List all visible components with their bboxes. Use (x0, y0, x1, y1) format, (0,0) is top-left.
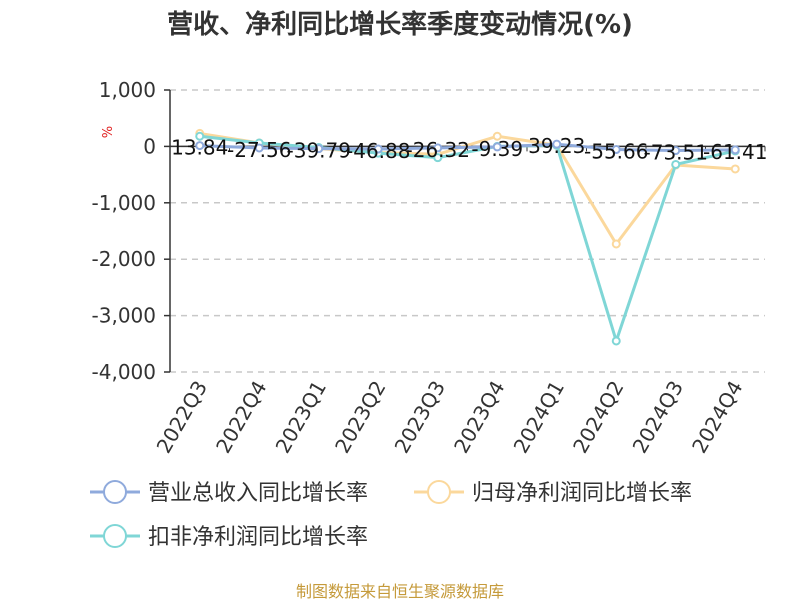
y-tick-label: -1,000 (92, 191, 156, 215)
legend-marker (103, 480, 127, 504)
series-3-point (671, 159, 681, 169)
data-label: -27.56 (227, 138, 291, 162)
data-label: 13.84 (171, 136, 228, 160)
x-tick-label: 2023Q4 (449, 377, 509, 458)
data-label: -9.39 (471, 137, 523, 161)
data-label: 39.23 (528, 134, 585, 158)
x-tick-label: 2023Q3 (390, 377, 450, 458)
legend-marker (427, 480, 451, 504)
data-labels: 13.84-27.56-39.79-46.88-26.32 -9.39 39.23-… (171, 134, 767, 164)
series-3-point (195, 131, 205, 141)
y-tick-labels: 1,000 0 -1,000 -2,000 -3,000 -4,000 (92, 78, 156, 384)
series-1-point (552, 139, 562, 149)
x-tick-label: 2023Q1 (271, 377, 331, 458)
series-1-point (433, 143, 443, 153)
series-1-point (671, 146, 681, 156)
series-3-point (433, 153, 443, 163)
series-1-point (254, 143, 264, 153)
series-1-point (195, 141, 205, 151)
series-1-point (492, 142, 502, 152)
series-2-point (730, 164, 740, 174)
x-tick-label: 2022Q3 (152, 377, 212, 458)
chart-title: 营收、净利同比增长率季度变动情况(%) (167, 10, 633, 40)
data-label: -55.66 (584, 140, 648, 164)
grid-lines (170, 89, 765, 373)
y-axis-label: % (98, 126, 113, 138)
series-line-1 (199, 142, 736, 153)
series-2-point (611, 239, 621, 249)
source-note: 制图数据来自恒生聚源数据库 (295, 582, 504, 601)
x-tick-label: 2023Q2 (330, 377, 390, 458)
x-tick-label: 2024Q2 (568, 377, 628, 458)
data-label: -39.79 (287, 139, 351, 163)
series-1-point (373, 144, 383, 154)
x-tick-label: 2024Q1 (509, 377, 569, 458)
legend-label: 扣非净利润同比增长率 (148, 525, 368, 550)
y-tick-label: -3,000 (92, 304, 156, 328)
y-tick-label: -4,000 (92, 360, 156, 384)
series-1-point (611, 145, 621, 155)
series-2-point (492, 131, 502, 141)
x-tick-label: 2024Q4 (687, 377, 747, 458)
x-tick-label: 2024Q3 (628, 377, 688, 458)
series-1-point (314, 144, 324, 154)
y-tick-label: 1,000 (99, 78, 156, 102)
series-lines (195, 128, 740, 346)
y-tick-label: -2,000 (92, 247, 156, 271)
series-1-point (730, 145, 740, 155)
legend-marker (103, 524, 127, 548)
data-label: -73.51 (644, 141, 708, 165)
y-tick-label: 0 (143, 134, 156, 158)
axes (164, 89, 766, 373)
data-label: -46.88 (346, 139, 410, 163)
data-label: -61.41 (703, 140, 767, 164)
series-3-point (611, 336, 621, 346)
x-tick-label: 2022Q4 (211, 377, 271, 458)
legend-label: 归母净利润同比增长率 (472, 481, 692, 506)
legend-label: 营业总收入同比增长率 (148, 481, 368, 506)
data-label: -26.32 (406, 138, 470, 162)
x-tick-labels: 2022Q3 2022Q4 2023Q1 2023Q2 2023Q3 2023Q4 2024… (152, 377, 748, 458)
series-line-3 (199, 134, 736, 343)
